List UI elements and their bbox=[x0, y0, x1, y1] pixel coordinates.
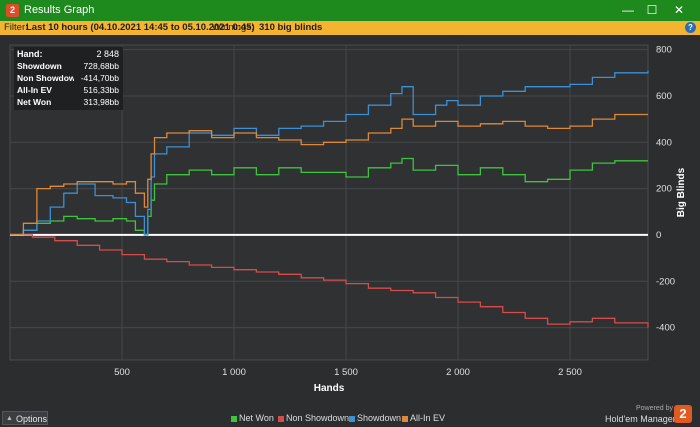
options-button[interactable]: ▲ Options bbox=[2, 411, 48, 425]
legend-label: Net Won bbox=[239, 413, 274, 423]
stat-value: 313,98bb bbox=[83, 97, 119, 107]
stat-row-non-showdown: Non Showdown -414,70bb bbox=[14, 72, 123, 84]
close-button[interactable]: ✕ bbox=[673, 3, 685, 17]
legend-swatch bbox=[231, 416, 237, 422]
series-line-all-in-ev bbox=[10, 113, 648, 236]
stat-value: -414,70bb bbox=[80, 73, 119, 83]
filter-bar: Filter: Last 10 hours (04.10.2021 14:45 … bbox=[0, 21, 700, 35]
x-tick-label: 1 500 bbox=[334, 367, 358, 378]
y-tick-label: 400 bbox=[656, 137, 672, 148]
stat-label: All-In EV bbox=[17, 85, 52, 95]
stat-value: 728,68bb bbox=[83, 61, 119, 71]
x-axis-title: Hands bbox=[314, 383, 345, 394]
series-line-net-won bbox=[10, 157, 648, 236]
x-tick-label: 1 000 bbox=[222, 367, 246, 378]
filter-label: Filter: bbox=[4, 22, 28, 33]
y-tick-label: 800 bbox=[656, 45, 672, 56]
window-title: Results Graph bbox=[24, 4, 95, 16]
legend-swatch bbox=[349, 416, 355, 422]
y-tick-label: -400 bbox=[656, 323, 675, 334]
x-tick-label: 500 bbox=[114, 367, 130, 378]
app-logo-icon: 2 bbox=[6, 4, 19, 17]
stat-row-showdown: Showdown 728,68bb bbox=[14, 60, 123, 72]
stat-label: Net Won bbox=[17, 97, 52, 107]
y-tick-label: 0 bbox=[656, 230, 661, 241]
brand-name: Hold'em Manager bbox=[605, 414, 676, 424]
caret-up-icon: ▲ bbox=[6, 415, 13, 422]
stat-row-all-in-ev: All-In EV 516,33bb bbox=[14, 84, 123, 96]
powered-by-text: Powered by bbox=[636, 405, 673, 412]
y-tick-label: 600 bbox=[656, 91, 672, 102]
legend-swatch bbox=[278, 416, 284, 422]
stat-label: Non Showdown bbox=[17, 73, 74, 83]
x-tick-label: 2 500 bbox=[558, 367, 582, 378]
maximize-button[interactable]: ☐ bbox=[646, 3, 658, 17]
x-tick-label: 2 000 bbox=[446, 367, 470, 378]
stat-row-hand: Hand: 2 848 bbox=[14, 48, 123, 60]
stat-label: Hand: bbox=[17, 49, 43, 59]
stat-value: 516,33bb bbox=[83, 85, 119, 95]
title-bar: 2 Results Graph — ☐ ✕ bbox=[0, 0, 700, 21]
minimize-button[interactable]: — bbox=[622, 3, 634, 17]
series-line-non-showdown bbox=[10, 234, 649, 328]
stat-value: 2 848 bbox=[96, 49, 119, 59]
legend-label: All-In EV bbox=[410, 413, 446, 423]
series-line-showdown bbox=[10, 70, 649, 236]
stat-label: Showdown bbox=[17, 61, 62, 71]
winnings-label: Winnings: bbox=[212, 22, 254, 33]
winnings-value: 310 big blinds bbox=[259, 22, 323, 33]
y-tick-label: 200 bbox=[656, 184, 672, 195]
y-axis-title: Big Blinds bbox=[676, 167, 687, 217]
options-label: Options bbox=[16, 414, 48, 424]
filter-value[interactable]: Last 10 hours (04.10.2021 14:45 to 05.10… bbox=[26, 22, 255, 33]
legend-label: Showdown bbox=[357, 413, 402, 423]
stats-panel: Hand: 2 848 Showdown 728,68bb Non Showdo… bbox=[14, 47, 123, 110]
legend-label: Non Showdown bbox=[286, 413, 350, 423]
legend-swatch bbox=[402, 416, 408, 422]
holdem-manager-logo-icon: 2 bbox=[674, 405, 692, 423]
stat-row-net-won: Net Won 313,98bb bbox=[14, 96, 123, 108]
help-icon[interactable]: ? bbox=[685, 22, 696, 33]
y-tick-label: -200 bbox=[656, 276, 675, 287]
